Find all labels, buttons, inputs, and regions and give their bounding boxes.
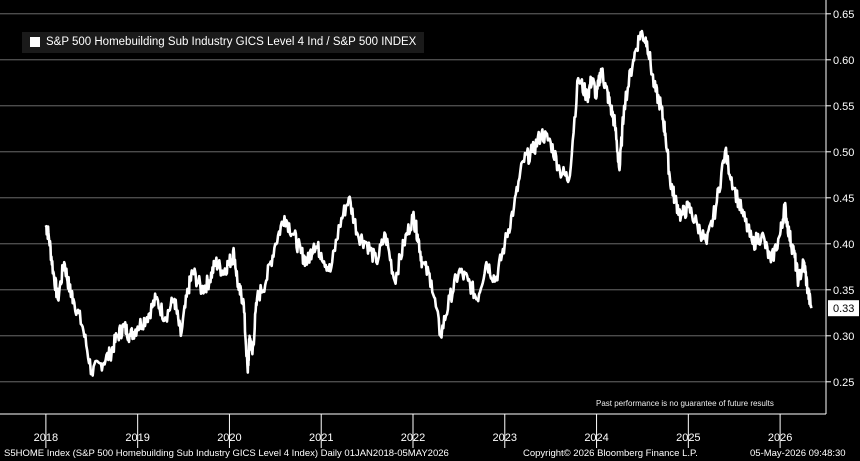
legend-label: S&P 500 Homebuilding Sub Industry GICS L…: [46, 36, 417, 48]
y-tick-label: 0.50: [833, 147, 854, 159]
footer-timestamp: 05-May-2026 09:48:30: [750, 448, 846, 459]
footer: S5HOME Index (S&P 500 Homebuilding Sub I…: [0, 448, 860, 461]
y-tick-label: 0.30: [833, 331, 854, 343]
x-tick-label: 2026: [768, 432, 792, 444]
x-axis: 2018 2019 2020 2021 2022 2023 2024 2025 2026: [0, 413, 826, 448]
plot-area: [0, 0, 826, 414]
y-axis: 0.25 0.30 0.35 0.40 0.45 0.50 0.55 0.60 0.65: [825, 0, 854, 414]
footer-copyright: Copyright© 2026 Bloomberg Finance L.P.: [523, 448, 698, 459]
x-tick-label: 2022: [401, 432, 425, 444]
x-tick-label: 2021: [309, 432, 333, 444]
disclaimer: Past performance is no guarantee of futu…: [596, 399, 774, 408]
y-tick-label: 0.45: [833, 193, 854, 205]
y-tick-label: 0.55: [833, 101, 854, 113]
x-tick-label: 2019: [125, 432, 149, 444]
x-tick-label: 2020: [217, 432, 241, 444]
y-tick-label: 0.40: [833, 239, 854, 251]
legend: S&P 500 Homebuilding Sub Industry GICS L…: [22, 32, 425, 53]
x-tick-label: 2024: [584, 432, 608, 444]
y-tick-label: 0.35: [833, 285, 854, 297]
last-value-label: 0.33: [833, 303, 854, 315]
x-tick-label: 2018: [34, 432, 58, 444]
y-tick-label: 0.25: [833, 377, 854, 389]
gridlines: [0, 13, 826, 383]
x-tick-label: 2023: [493, 432, 517, 444]
last-value-box: [828, 300, 859, 317]
last-value-marker: 0.33: [828, 300, 859, 317]
series-line: [44, 29, 813, 377]
y-tick-label: 0.60: [833, 55, 854, 67]
x-tick-label: 2025: [676, 432, 700, 444]
legend-swatch: [30, 37, 40, 47]
y-tick-label: 0.65: [833, 9, 854, 21]
footer-source: S5HOME Index (S&P 500 Homebuilding Sub I…: [4, 448, 449, 459]
